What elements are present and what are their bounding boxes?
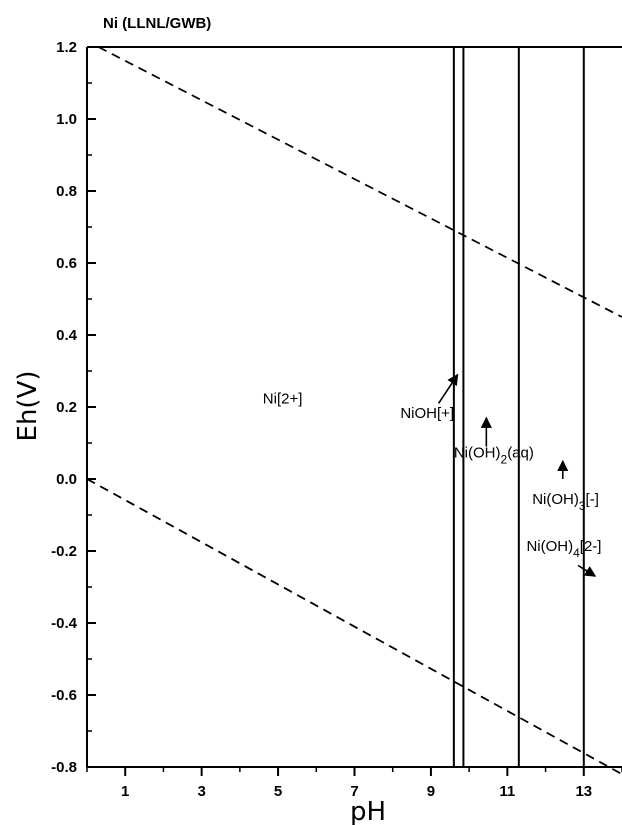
species-label: Ni[2+] [263,390,303,407]
y-tick-label: 0.4 [56,327,78,344]
y-tick-label: 1.0 [56,111,77,128]
x-tick-label: 13 [575,783,592,800]
y-tick-label: 0.8 [56,183,77,200]
y-tick-label: 0.0 [56,471,77,488]
species-arrow [577,564,597,577]
x-tick-label: 7 [350,783,358,800]
x-tick-label: 9 [427,783,435,800]
species-label: Ni(OH)2(aq) [454,444,534,466]
y-tick-label: -0.4 [51,615,78,632]
y-tick-label: -0.8 [51,759,77,776]
x-tick-label: 1 [121,783,129,800]
species-annotations: Ni[2+] NiOH[+] Ni(OH)2(aq) Ni(OH)3[-] Ni(OH)… [263,373,601,577]
y-tick-label: 0.6 [56,255,77,272]
species-label: NiOH[+] [400,405,454,422]
y-tick-label: 0.2 [56,399,77,416]
water-stability-lines [86,46,622,775]
x-tick-label: 5 [274,783,282,800]
water-limit-line [98,46,622,318]
species-label: Ni(OH)4[2-] [526,538,601,560]
x-axis-title: pH [350,797,386,825]
y-tick-label: -0.6 [51,687,77,704]
species-label: Ni(OH)3[-] [532,491,599,513]
y-tick-label: -0.2 [51,543,77,560]
chart-title: Ni (LLNL/GWB) [103,15,211,32]
y-tick-label: 1.2 [56,39,77,56]
species-arrow [437,373,459,404]
y-axis-title: Eh(V) [13,371,43,442]
phase-boundaries [87,46,622,767]
x-tick-label: 3 [197,783,205,800]
water-limit-line [86,478,622,775]
x-tick-label: 11 [499,783,515,800]
axes: 1.21.00.80.60.40.20.0-0.2-0.4-0.6-0.81 3 5… [51,39,622,800]
